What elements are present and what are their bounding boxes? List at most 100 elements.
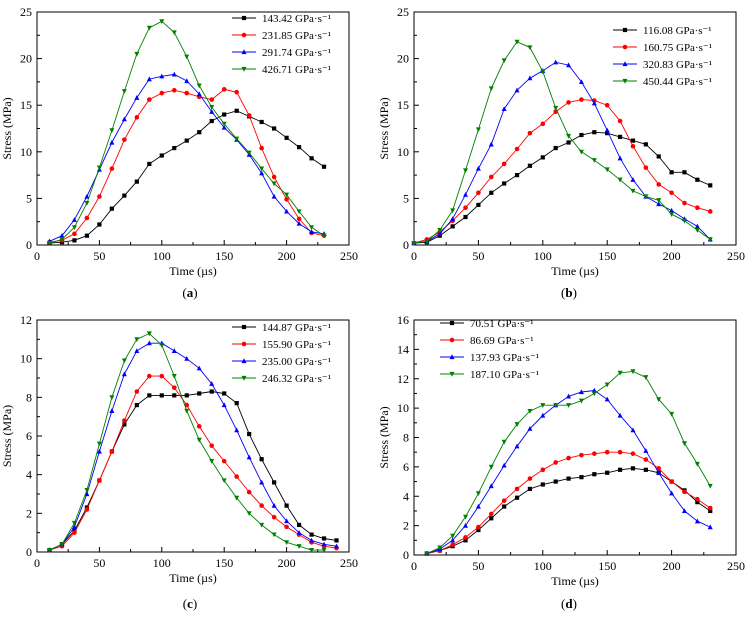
data-point	[184, 408, 190, 414]
legend-label: 70.51 GPa·s⁻¹	[470, 318, 534, 330]
data-point	[109, 408, 115, 413]
legend-marker	[241, 32, 247, 38]
data-point	[259, 170, 265, 176]
data-point	[566, 100, 571, 105]
data-point	[59, 542, 65, 547]
x-tick-label: 150	[598, 559, 616, 573]
legend-label: 116.08 GPa·s⁻¹	[643, 25, 712, 37]
panel-label: (b)	[561, 285, 577, 300]
data-point	[488, 464, 494, 470]
data-point	[630, 369, 636, 375]
data-point	[463, 205, 468, 211]
series-4	[411, 39, 713, 246]
data-point	[321, 541, 327, 547]
data-point	[234, 427, 240, 433]
data-point	[694, 518, 700, 524]
data-point	[296, 145, 302, 150]
data-point	[682, 170, 687, 175]
legend-marker	[241, 66, 247, 72]
data-point	[707, 483, 713, 489]
legend-marker	[449, 371, 455, 377]
y-tick-label: 15	[397, 98, 409, 112]
y-tick-label: 25	[397, 5, 409, 19]
data-point	[234, 495, 240, 501]
data-point	[694, 223, 700, 229]
data-point	[309, 229, 315, 235]
data-point	[450, 208, 456, 214]
data-point	[501, 106, 507, 112]
data-point	[553, 105, 559, 111]
data-point	[566, 140, 571, 145]
data-point	[630, 466, 636, 471]
data-point	[234, 401, 239, 406]
x-tick-label: 100	[534, 249, 552, 263]
data-point	[656, 182, 662, 187]
data-point	[122, 193, 127, 198]
data-point	[96, 165, 102, 171]
data-point	[669, 479, 674, 484]
data-point	[553, 403, 559, 408]
legend-label: 450.44 GPa·s⁻¹	[643, 76, 712, 88]
data-point	[566, 455, 571, 461]
data-point	[234, 108, 239, 113]
y-tick-label: 10	[20, 145, 32, 159]
series-line	[426, 467, 711, 554]
legend-marker	[449, 337, 455, 343]
data-point	[682, 489, 687, 495]
data-point	[184, 54, 190, 60]
series-line	[426, 390, 711, 554]
panel-label: (c)	[183, 596, 197, 611]
data-point	[578, 149, 584, 155]
data-point	[566, 393, 572, 399]
data-point	[334, 543, 340, 549]
data-point	[463, 538, 468, 543]
data-point	[604, 102, 610, 108]
data-point	[630, 138, 636, 143]
plot-frame	[413, 319, 737, 556]
data-point	[514, 422, 520, 427]
legend: 143.42 GPa·s⁻¹ 231.85 GPa·s⁻¹ 291.74 GPa·s…	[232, 13, 331, 76]
x-tick-label: 50	[472, 249, 484, 263]
y-tick-label: 10	[20, 352, 32, 366]
data-point	[450, 224, 455, 229]
legend: 144.87 GPa·s⁻¹ 155.90 GPa·s⁻¹ 235.00 GPa·s…	[232, 322, 331, 385]
data-point	[84, 200, 90, 206]
data-point	[669, 212, 675, 217]
data-point	[109, 206, 114, 211]
data-point	[284, 503, 289, 508]
series-3	[424, 387, 713, 556]
series-2	[47, 373, 339, 553]
data-point	[296, 209, 302, 215]
data-point	[196, 83, 202, 89]
data-point	[501, 58, 507, 64]
data-point	[147, 393, 152, 398]
x-tick-label: 0	[34, 556, 40, 570]
data-point	[171, 385, 177, 390]
data-point	[172, 393, 177, 398]
data-point	[321, 547, 327, 553]
data-point	[656, 201, 662, 207]
data-point	[540, 69, 546, 75]
data-point	[246, 150, 252, 156]
data-point	[284, 208, 290, 214]
series-1	[47, 108, 327, 246]
data-point	[437, 227, 443, 233]
series-2	[47, 87, 327, 245]
y-axis-label: Stress (MPa)	[0, 97, 14, 159]
data-point	[296, 529, 302, 535]
data-point	[476, 202, 481, 208]
data-point	[501, 462, 507, 468]
legend-label: 144.87 GPa·s⁻¹	[262, 322, 331, 334]
data-point	[284, 192, 290, 198]
x-axis-label: Time (µs)	[551, 574, 598, 588]
data-point	[272, 480, 277, 485]
y-tick-label: 5	[403, 191, 409, 205]
data-point	[259, 503, 264, 508]
series-line	[49, 73, 325, 242]
x-tick-label: 200	[663, 559, 681, 573]
data-point	[134, 389, 140, 394]
data-point	[234, 136, 240, 142]
data-point	[527, 408, 533, 414]
data-point	[681, 508, 687, 514]
data-point	[553, 145, 558, 151]
